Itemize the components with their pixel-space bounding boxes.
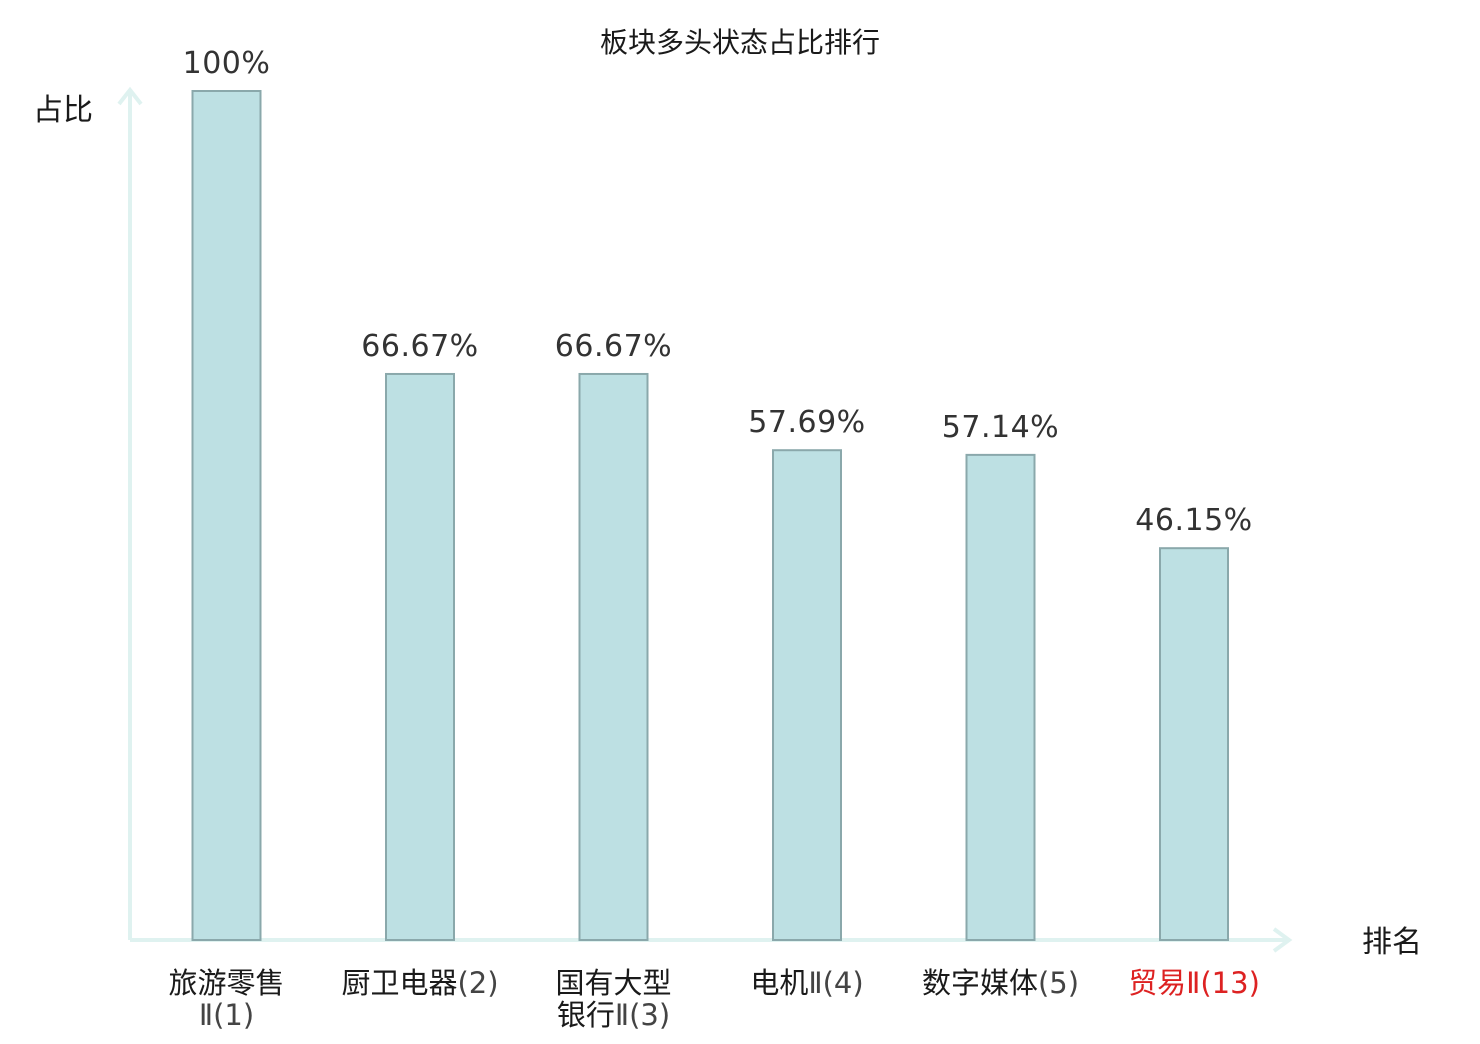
bar-6 [1159,547,1229,942]
category-label-3-line-2: 银行Ⅱ(3) [557,998,670,1032]
category-name: 厨卫电器 [341,966,457,1000]
axes [117,86,1293,953]
value-label-2: 66.67% [361,329,478,364]
bar-5 [965,453,1036,941]
category-rank: (2) [457,966,498,1000]
category-label-6-line-1: 贸易Ⅱ(13) [1128,966,1260,1000]
value-label-5: 57.14% [942,410,1059,445]
bars [191,90,1229,942]
value-label-3: 66.67% [555,329,672,364]
category-rank: Ⅱ(1) [199,998,254,1032]
x-axis-arrow [1272,927,1293,953]
y-axis-arrow [117,86,143,106]
category-label-1-line-1: 旅游零售 [168,966,284,1000]
bar-2 [385,372,455,942]
category-name: 国有大型 [555,966,671,1000]
bar-3 [578,372,649,942]
value-label-4: 57.69% [748,405,865,440]
x-axis-label: 排名 [1362,925,1422,960]
category-rank: (5) [1038,966,1079,1000]
chart-title: 板块多头状态占比排行 [600,26,880,59]
category-label-1-line-2: Ⅱ(1) [199,998,254,1032]
value-labels: 100% 66.67% 66.67% 57.69% 57.14% 46.15% [183,46,1253,538]
category-name: 银行 [557,998,615,1032]
category-label-4-line-1: 电机Ⅱ(4) [750,966,863,1000]
category-label-2-line-1: 厨卫电器(2) [341,966,498,1000]
category-label-3-line-1: 国有大型 [555,966,671,1000]
value-label-6: 46.15% [1135,503,1252,538]
category-rank: Ⅱ(4) [808,966,863,1000]
bar-1 [191,90,262,941]
category-name: 旅游零售 [168,966,284,1000]
category-label-5-line-1: 数字媒体(5) [922,966,1079,1000]
category-rank: Ⅱ(13) [1186,966,1260,1000]
category-name: 数字媒体 [922,966,1038,1000]
category-rank: Ⅱ(3) [615,998,670,1032]
category-name: 电机 [750,966,808,1000]
y-axis-label: 占比 [33,93,93,128]
category-name: 贸易 [1128,966,1186,1000]
value-label-1: 100% [183,46,271,81]
bar-4 [772,449,842,941]
